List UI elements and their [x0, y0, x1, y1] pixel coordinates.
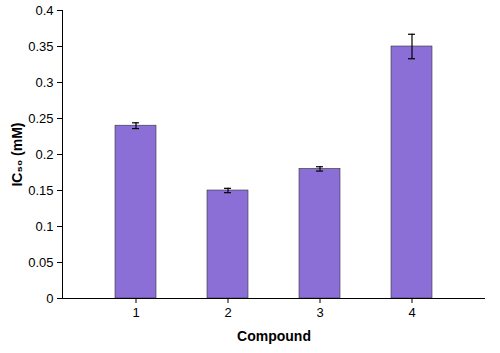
svg-text:0.15: 0.15: [28, 183, 53, 198]
svg-text:0.3: 0.3: [35, 75, 53, 90]
svg-text:0.35: 0.35: [28, 39, 53, 54]
svg-text:IC₅₀ (mM): IC₅₀ (mM): [9, 122, 25, 186]
svg-text:0.2: 0.2: [35, 147, 53, 162]
svg-text:0: 0: [46, 291, 53, 306]
svg-text:3: 3: [316, 305, 323, 320]
svg-text:0.1: 0.1: [35, 219, 53, 234]
svg-text:0.05: 0.05: [28, 255, 53, 270]
svg-text:0.25: 0.25: [28, 111, 53, 126]
svg-text:Compound: Compound: [237, 328, 311, 344]
svg-text:4: 4: [408, 305, 415, 320]
svg-text:1: 1: [132, 305, 139, 320]
svg-text:0.4: 0.4: [35, 3, 53, 18]
svg-text:2: 2: [224, 305, 231, 320]
